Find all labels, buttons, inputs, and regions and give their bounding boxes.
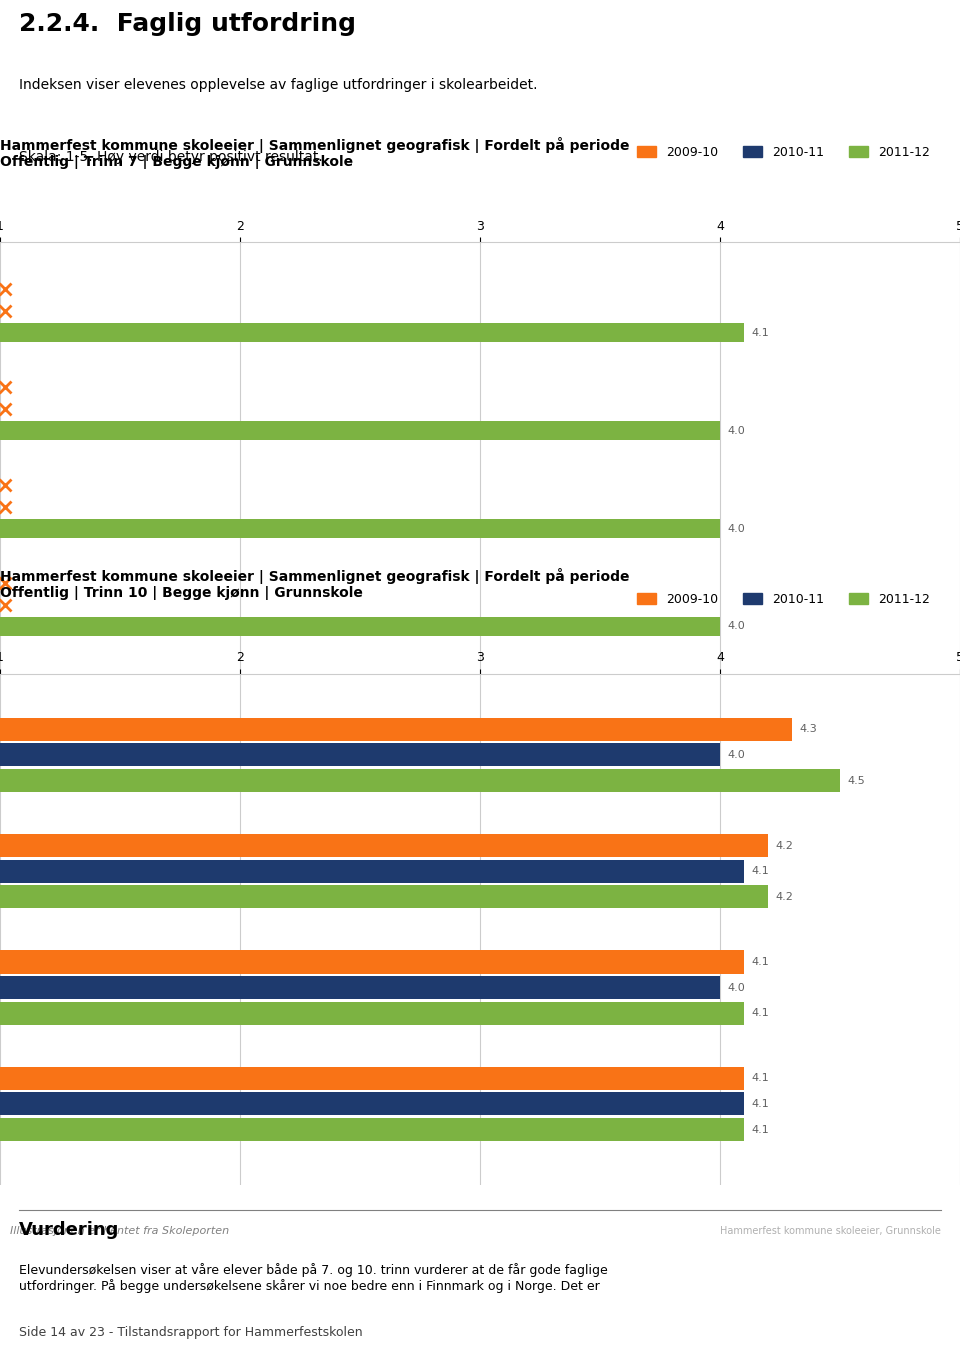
Bar [0,1118,744,1141]
Text: Illustrasjonen er hentet fra Skoleporten: Illustrasjonen er hentet fra Skoleporten [10,725,228,735]
Text: 2.2.4.  Faglig utfordring: 2.2.4. Faglig utfordring [19,12,356,36]
Bar [0,1002,744,1025]
Text: 4.1: 4.1 [751,956,769,967]
Bar [0,834,768,857]
Bar [0,420,720,440]
Text: 4.2: 4.2 [776,892,793,902]
Bar [0,519,720,539]
Text: 4.2: 4.2 [776,841,793,851]
Bar [0,617,720,636]
Text: 4.1: 4.1 [751,1125,769,1134]
Bar [0,323,744,342]
Text: 4.0: 4.0 [728,524,745,533]
Text: 4.0: 4.0 [728,750,745,760]
Text: Hammerfest kommune skoleeier | Sammenlignet geografisk | Fordelt på periode
Offe: Hammerfest kommune skoleeier | Sammenlig… [0,137,630,170]
Text: Hammerfest kommune skoleeier | Sammenlignet geografisk | Fordelt på periode
Offe: Hammerfest kommune skoleeier | Sammenlig… [0,568,630,601]
Text: Indeksen viser elevenes opplevelse av faglige utfordringer i skolearbeidet.: Indeksen viser elevenes opplevelse av fa… [19,78,538,92]
Bar [0,744,720,766]
Text: Skala: 1-5. Høy verdi betyr positivt resultat.: Skala: 1-5. Høy verdi betyr positivt res… [19,151,323,164]
Bar [0,885,768,908]
Text: 4.0: 4.0 [728,426,745,435]
Bar [0,951,744,974]
Text: 4.1: 4.1 [751,1074,769,1083]
Bar [0,859,744,882]
Bar [0,718,792,741]
Text: Hammerfest kommune skoleeier, Grunnskole: Hammerfest kommune skoleeier, Grunnskole [720,1226,941,1237]
Bar [0,977,720,999]
Text: 4.5: 4.5 [848,776,865,785]
Text: Illustrasjonen er hentet fra Skoleporten: Illustrasjonen er hentet fra Skoleporten [10,1226,228,1237]
Text: 4.1: 4.1 [751,1008,769,1018]
Legend: 2009-10, 2010-11, 2011-12: 2009-10, 2010-11, 2011-12 [633,587,934,610]
Text: 4.3: 4.3 [799,725,817,734]
Text: 4.1: 4.1 [751,327,769,338]
Text: 4.0: 4.0 [728,621,745,632]
Legend: 2009-10, 2010-11, 2011-12: 2009-10, 2010-11, 2011-12 [633,141,934,164]
Text: Hammerfest kommune skoleeier, Grunnskole: Hammerfest kommune skoleeier, Grunnskole [720,725,941,735]
Bar [0,1067,744,1090]
Text: 4.1: 4.1 [751,866,769,877]
Text: 4.1: 4.1 [751,1099,769,1109]
Bar [0,769,840,792]
Bar [0,1092,744,1115]
Text: Elevundersøkelsen viser at våre elever både på 7. og 10. trinn vurderer at de få: Elevundersøkelsen viser at våre elever b… [19,1263,608,1293]
Text: Side 14 av 23 - Tilstandsrapport for Hammerfestskolen: Side 14 av 23 - Tilstandsrapport for Ham… [19,1325,363,1339]
Text: Vurdering: Vurdering [19,1220,120,1239]
Text: 4.0: 4.0 [728,982,745,993]
